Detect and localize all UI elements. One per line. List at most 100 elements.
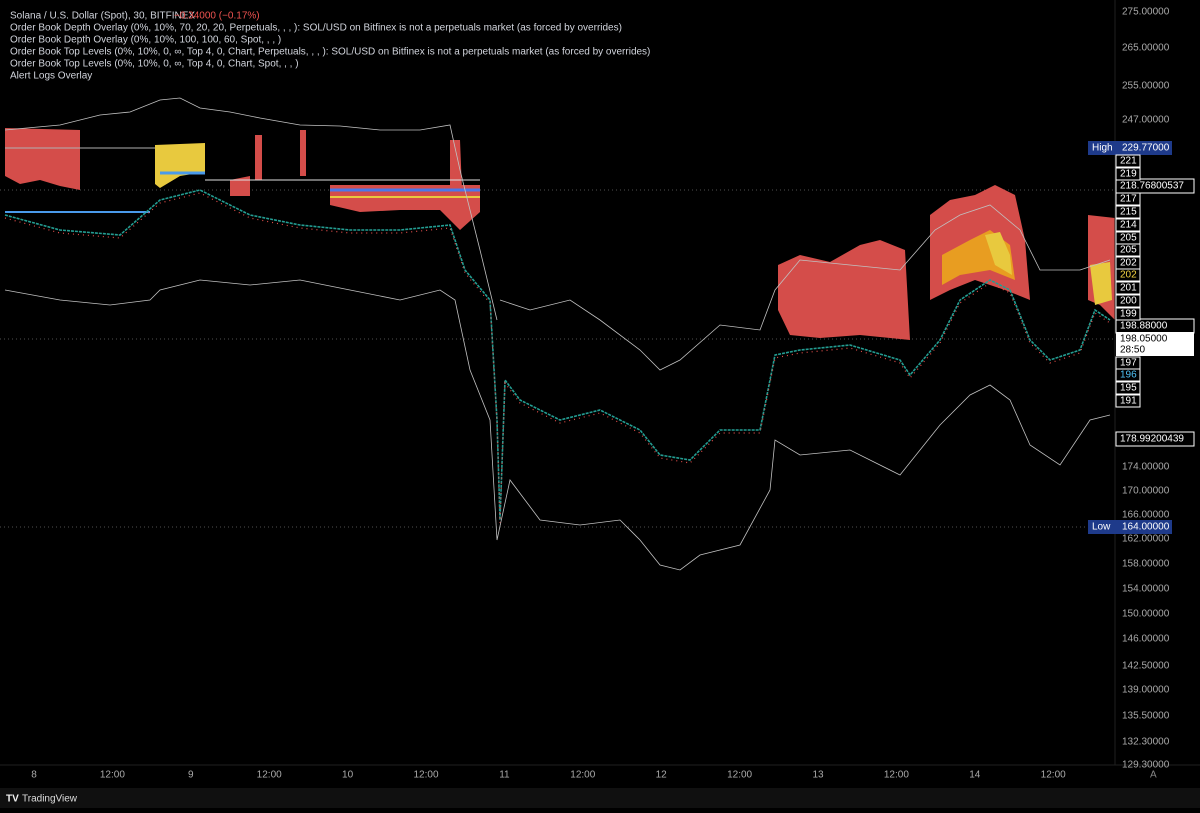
time-label: 12:00 [100,770,125,781]
time-label: 9 [188,770,194,781]
time-label: 12:00 [413,770,438,781]
indicator: Order Book Depth Overlay (0%, 10%, 70, 2… [10,23,622,34]
level-value: 205 [1120,245,1137,256]
level-box [1115,368,1141,382]
price-label: 265.00000 [1122,43,1170,54]
time-label: 10 [342,770,354,781]
price-tag [1088,141,1172,155]
price-label: 162.00000 [1122,534,1170,545]
level-value: 221 [1120,156,1137,167]
level-box [1115,394,1141,408]
price-tag-value: 229.77000 [1122,143,1170,154]
footer-bar [0,788,1200,808]
level-box [1115,167,1141,181]
time-label: 12:00 [1041,770,1066,781]
level-box [1115,307,1141,321]
level-value: 199 [1120,309,1137,320]
logo-mark: TV [6,794,19,805]
change: −0.34000 (−0.17%) [174,11,260,22]
time-label: 12:00 [570,770,595,781]
time-label: 8 [31,770,37,781]
price-label: 275.00000 [1122,7,1170,18]
level-value: 191 [1120,396,1137,407]
price-label: 150.00000 [1122,609,1170,620]
level-box [1115,281,1141,295]
price-tag-value: 164.00000 [1122,522,1170,533]
price-label: 132.30000 [1122,737,1170,748]
time-label: 12:00 [884,770,909,781]
heat [155,143,205,188]
heat [1090,262,1112,305]
heat [985,232,1012,275]
level-value: 219 [1120,169,1137,180]
price-label: 174.00000 [1122,462,1170,473]
level-value: 214 [1120,220,1137,231]
price-label: 166.00000 [1122,510,1170,521]
level-box [1115,243,1141,257]
auto-button[interactable]: A [1150,770,1157,781]
level-value: 202 [1120,270,1137,281]
heat [230,176,250,196]
level-value: 215 [1120,207,1137,218]
level-box [1115,192,1141,206]
level-box [1115,205,1141,219]
level-box [1115,154,1141,168]
envelope [4,97,498,321]
indicator: Order Book Depth Overlay (0%, 10%, 100, … [10,35,281,46]
level-value: 200 [1120,296,1137,307]
level-box [1115,218,1141,232]
envelope [4,279,1111,571]
time-label: 12:00 [727,770,752,781]
level-box [1115,381,1141,395]
level-value: 197 [1120,358,1137,369]
time-label: 14 [969,770,981,781]
price-tag-name: High [1092,143,1113,154]
level-value: 217 [1120,194,1137,205]
heat [255,135,262,180]
heat [778,240,910,340]
price-label: 255.00000 [1122,81,1170,92]
price-label: 158.00000 [1122,559,1170,570]
marker-value: 178.99200439 [1120,434,1184,445]
price-path [4,189,1111,521]
price-label: 135.50000 [1122,711,1170,722]
price-label: 154.00000 [1122,584,1170,595]
marker-value: 218.76800537 [1120,181,1184,192]
last-price-box [1116,332,1194,356]
time-label: 11 [499,770,510,781]
countdown: 28:50 [1120,345,1145,356]
time-label: 13 [812,770,824,781]
indicator: Alert Logs Overlay [10,71,92,82]
last-price: 198.05000 [1120,334,1168,345]
level-value: 196 [1120,370,1137,381]
marker-value: 198.88000 [1120,321,1168,332]
price-tag [1088,520,1172,534]
heat [300,130,306,176]
price-label: 247.00000 [1122,115,1170,126]
time-label: 12:00 [257,770,282,781]
level-value: 195 [1120,383,1137,394]
time-label: 12 [656,770,668,781]
brand: TradingView [22,794,78,805]
level-value: 205 [1120,233,1137,244]
price-label: 129.30000 [1122,760,1170,771]
symbol: Solana / U.S. Dollar (Spot), 30, BITFINE… [10,11,195,22]
level-value: 201 [1120,283,1137,294]
price-label: 139.00000 [1122,685,1170,696]
indicator: Order Book Top Levels (0%, 10%, 0, ∞, To… [10,59,299,70]
heat [5,128,80,190]
marker-box [1115,178,1195,194]
price-label: 170.00000 [1122,486,1170,497]
price-path [4,192,1111,524]
price-label: 146.00000 [1122,634,1170,645]
level-box [1115,268,1141,282]
price-tag-name: Low [1092,522,1111,533]
heat [450,140,462,190]
level-value: 202 [1120,258,1137,269]
indicator: Order Book Top Levels (0%, 10%, 0, ∞, To… [10,47,650,58]
price-label: 142.50000 [1122,661,1170,672]
marker-box [1115,431,1195,447]
level-box [1115,294,1141,308]
